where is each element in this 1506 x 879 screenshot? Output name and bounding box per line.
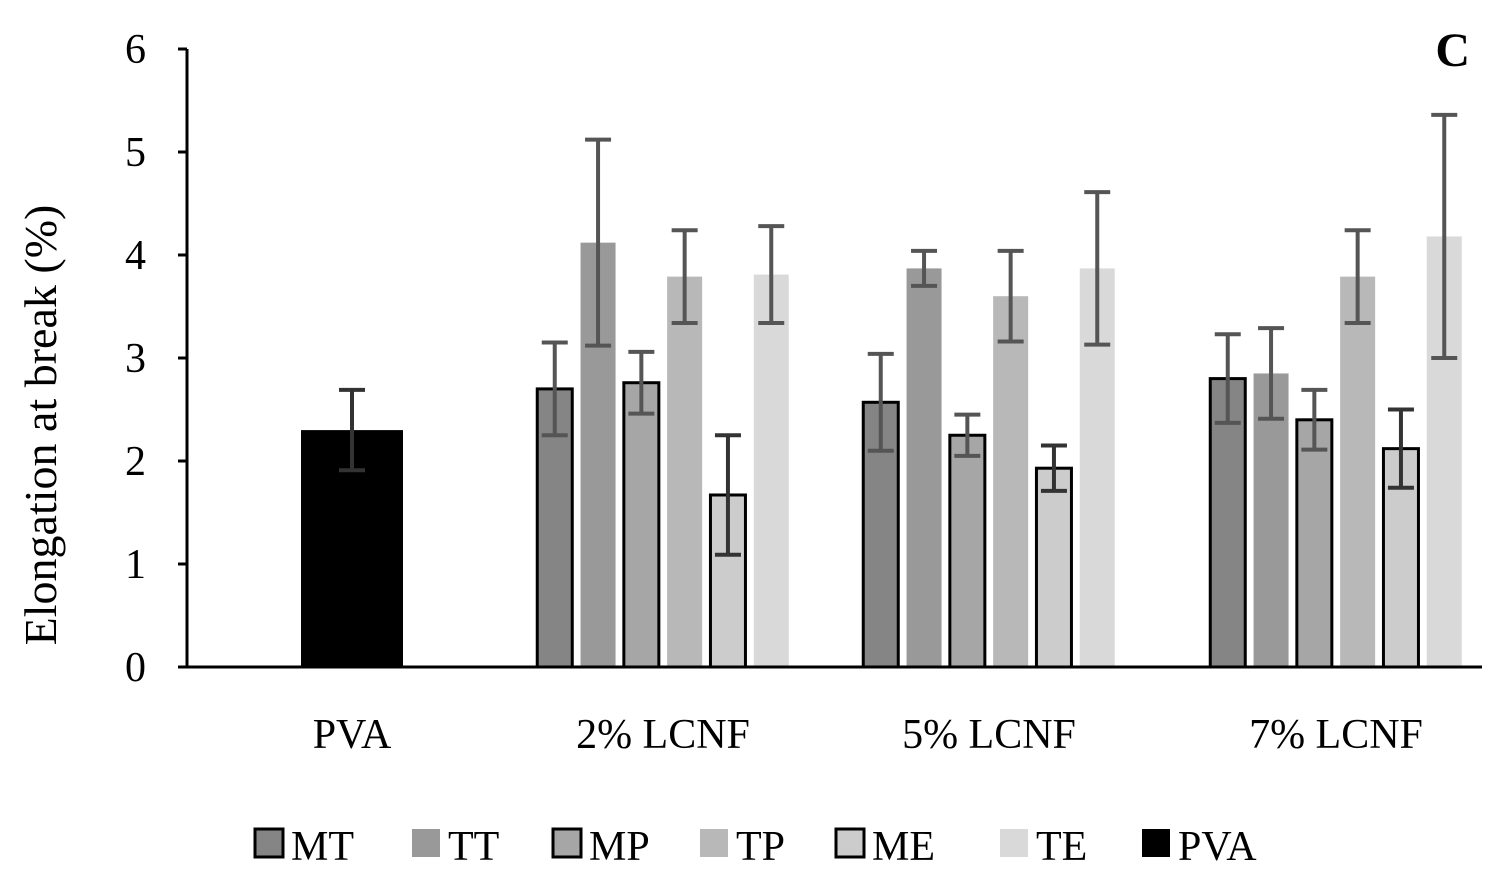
error-bar <box>997 248 1024 344</box>
error-bar <box>1301 387 1328 452</box>
error-bar <box>1084 190 1111 347</box>
legend-item-tp: TP <box>700 824 785 870</box>
bar-mp <box>948 433 987 669</box>
bar-tp <box>993 296 1029 667</box>
panel-label: C <box>1435 24 1470 77</box>
legend-item-mt: MT <box>253 824 354 870</box>
bar-me <box>1034 466 1073 669</box>
legend-swatch <box>253 827 285 859</box>
error-bar <box>1040 443 1067 493</box>
y-axis-title: Elongation at break (%) <box>15 205 66 646</box>
bar-mp <box>1295 418 1334 669</box>
legend-item-pva: PVA <box>1142 824 1257 870</box>
x-category-label: 5% LCNF <box>902 712 1076 758</box>
legend: MT TT MP TP ME TE PVA <box>253 824 1257 870</box>
error-bar <box>758 224 785 325</box>
bar-tt <box>906 268 942 667</box>
legend-swatch <box>412 829 440 857</box>
error-bar <box>671 228 698 325</box>
bar-tp <box>1340 276 1376 667</box>
error-bar <box>1258 326 1285 421</box>
y-tick-label: 2 <box>125 439 146 485</box>
legend-item-mp: MP <box>551 824 650 870</box>
legend-label: TT <box>448 824 499 870</box>
y-tick-label: 5 <box>125 130 146 176</box>
bar-mp <box>622 381 661 669</box>
error-bar <box>339 387 365 473</box>
legend-label: MP <box>589 824 650 870</box>
legend-item-tt: TT <box>412 824 499 870</box>
error-bar <box>954 412 981 458</box>
error-bar <box>911 248 938 288</box>
legend-item-te: TE <box>1000 824 1087 870</box>
error-bar <box>867 351 894 453</box>
legend-label: TE <box>1036 824 1087 870</box>
y-tick-label: 6 <box>125 27 146 73</box>
legend-swatch <box>1142 829 1170 857</box>
y-axis-ticks: 0 1 2 3 4 5 6 <box>125 27 187 691</box>
error-bar <box>541 340 568 438</box>
x-category-label: 7% LCNF <box>1249 712 1423 758</box>
legend-swatch <box>1000 829 1028 857</box>
legend-label: ME <box>872 824 935 870</box>
error-bar <box>1431 112 1458 360</box>
error-bar <box>585 137 612 348</box>
error-bar <box>628 349 655 416</box>
x-category-label: PVA <box>313 712 392 758</box>
y-tick-label: 0 <box>125 645 146 691</box>
legend-swatch <box>700 829 728 857</box>
y-tick-label: 4 <box>125 233 146 279</box>
error-bar <box>1344 228 1371 325</box>
error-bar <box>714 433 741 557</box>
x-category-label: 2% LCNF <box>576 712 750 758</box>
legend-item-me: ME <box>834 824 935 870</box>
error-bar <box>1387 407 1414 490</box>
bar-te <box>753 274 789 667</box>
legend-swatch <box>834 827 866 859</box>
error-bars-layer <box>339 112 1458 557</box>
error-bar <box>1214 332 1241 425</box>
y-tick-label: 1 <box>125 542 146 588</box>
bar-tp <box>667 276 703 667</box>
legend-label: TP <box>736 824 785 870</box>
legend-label: PVA <box>1178 824 1257 870</box>
legend-label: MT <box>291 824 354 870</box>
x-axis-labels: PVA 2% LCNF 5% LCNF 7% LCNF <box>313 712 1423 758</box>
legend-swatch <box>551 827 583 859</box>
y-tick-label: 3 <box>125 336 146 382</box>
bar-tt <box>1253 373 1289 667</box>
